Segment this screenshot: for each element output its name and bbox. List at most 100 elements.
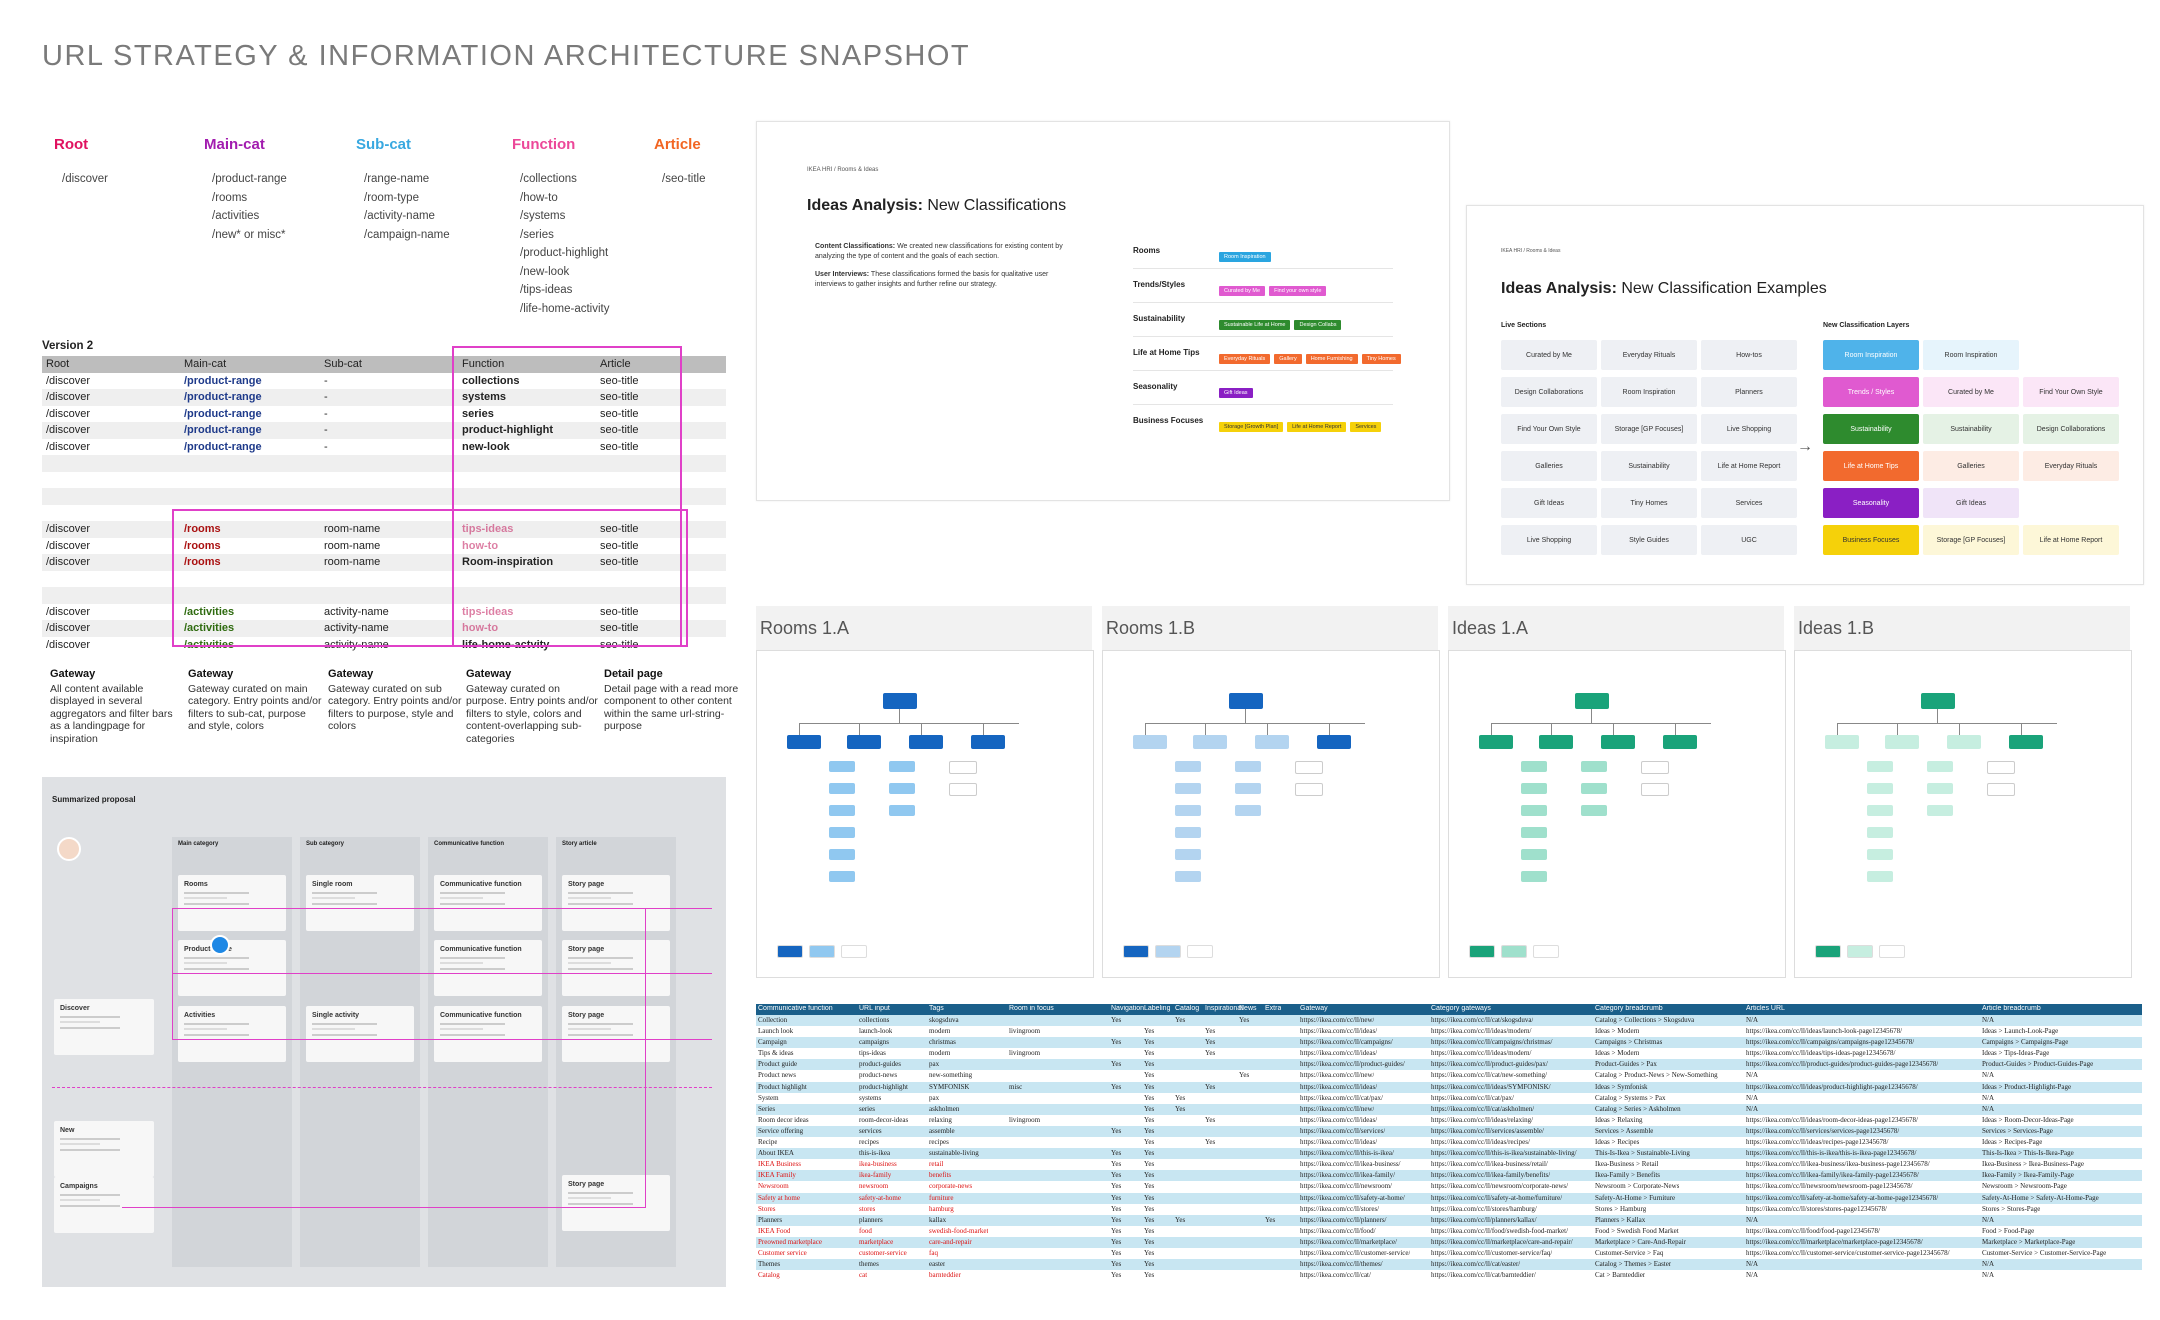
sheet-cell: N/A bbox=[1982, 1215, 1995, 1224]
card-title: Story page bbox=[568, 1181, 605, 1188]
function-card[interactable]: Communicative function bbox=[434, 940, 542, 996]
table-cell: seo-title bbox=[600, 556, 639, 568]
sheet-cell: Services > Services-Page bbox=[1982, 1126, 2053, 1135]
sheet-cell: Room decor ideas bbox=[758, 1115, 809, 1124]
sheet-cell: Customer-Service > Faq bbox=[1595, 1248, 1664, 1257]
slide-breadcrumb: IKEA HRI / Rooms & Ideas bbox=[1501, 248, 1561, 254]
sheet-cell: Product guide bbox=[758, 1060, 798, 1069]
sheet-cell: System bbox=[758, 1093, 779, 1102]
main-category-card[interactable]: Activities bbox=[178, 1006, 286, 1062]
story-card[interactable]: Story page bbox=[562, 940, 670, 996]
sheet-header-cell: URL input bbox=[859, 1005, 890, 1012]
sheet-cell: This-Is-Ikea > This-Is-Ikea-Page bbox=[1982, 1149, 2074, 1158]
sheet-cell: sustainable-living bbox=[929, 1149, 979, 1158]
leaf-node bbox=[1641, 783, 1669, 796]
card-line bbox=[184, 892, 249, 894]
card-line bbox=[60, 1194, 120, 1196]
gateway-title: Gateway bbox=[328, 668, 374, 680]
sheet-cell: Yes bbox=[1144, 1226, 1155, 1235]
table-row: /discover/product-range - collections seo-t… bbox=[42, 373, 726, 390]
table-row bbox=[42, 587, 726, 604]
table-header-cell: Main-cat bbox=[184, 358, 227, 370]
table-cell: room-name bbox=[324, 539, 381, 552]
sheet-cell: Yes bbox=[1111, 1271, 1122, 1280]
sheet-cell: IKEA Family bbox=[758, 1171, 796, 1180]
sheet-row: Product highlight product-highlight SYMFON… bbox=[756, 1081, 2142, 1093]
sheet-cell: https://ikea.com/cc/ll/safety-at-home/ bbox=[1300, 1193, 1405, 1202]
card-title: Communicative function bbox=[440, 946, 522, 953]
sitemap-diagram: Rooms 1.A bbox=[756, 606, 1094, 978]
sheet-cell: Yes bbox=[1205, 1038, 1216, 1047]
sheet-cell: Tips & ideas bbox=[758, 1049, 794, 1058]
sheet-cell: furniture bbox=[929, 1193, 954, 1202]
leaf-node bbox=[1295, 761, 1323, 774]
sheet-cell: https://ikea.com/cc/ll/stores/stores-pag… bbox=[1746, 1204, 1887, 1213]
sheet-cell: https://ikea.com/cc/ll/cat/ bbox=[1300, 1271, 1371, 1280]
root-node bbox=[1921, 693, 1955, 709]
gateway-text: Gateway curated on main category. Entry … bbox=[188, 682, 322, 733]
sheet-cell: Yes bbox=[1205, 1115, 1216, 1124]
sheet-cell: benefits bbox=[929, 1171, 952, 1180]
card-line bbox=[568, 892, 633, 894]
sheet-cell: Yes bbox=[1144, 1104, 1155, 1113]
sheet-cell: https://ikea.com/cc/ll/planners/kallax/ bbox=[1431, 1215, 1537, 1224]
sheet-row: Tips & ideas tips-ideas modern livingroom Ye… bbox=[756, 1048, 2142, 1060]
sheet-header-cell: Article breadcrumb bbox=[1982, 1005, 2041, 1012]
card-line bbox=[184, 1034, 249, 1036]
table-cell: /discover bbox=[46, 407, 91, 420]
sheet-cell: Stores > Stores-Page bbox=[1982, 1204, 2041, 1213]
live-section-tag: Curated by Me bbox=[1501, 340, 1597, 370]
spreadsheet-header: Communicative function URL input Tags Room … bbox=[756, 1004, 2142, 1015]
sheet-cell: hamburg bbox=[929, 1204, 954, 1213]
live-section-tag: Planners bbox=[1701, 377, 1797, 407]
story-card[interactable]: Story page bbox=[562, 1006, 670, 1062]
table-cell: seo-title bbox=[600, 440, 639, 453]
live-section-tag: Tiny Homes bbox=[1601, 488, 1697, 518]
sheet-cell: N/A bbox=[1982, 1071, 1995, 1080]
leaf-node bbox=[1581, 805, 1607, 816]
sheet-cell: https://ikea.com/cc/ll/newsroom/corporat… bbox=[1431, 1182, 1569, 1191]
sub-category-card[interactable]: Single activity bbox=[306, 1006, 414, 1062]
card-title: New bbox=[60, 1127, 75, 1134]
story-card[interactable]: Story page bbox=[562, 875, 670, 931]
sheet-cell: systems bbox=[859, 1093, 882, 1102]
sheet-cell: newsroom bbox=[859, 1182, 889, 1191]
connector bbox=[921, 723, 922, 735]
table-row: /discover/product-range - product-highligh… bbox=[42, 422, 726, 439]
leaf-node bbox=[1235, 783, 1261, 794]
sheet-row: IKEA Food food swedish-food-market Yes Yes ht… bbox=[756, 1225, 2142, 1237]
sub-category-card[interactable]: Single room bbox=[306, 875, 414, 931]
function-card[interactable]: Communicative function bbox=[434, 1006, 542, 1062]
branch-node bbox=[1825, 735, 1859, 749]
live-sections-heading: Live Sections bbox=[1501, 322, 1547, 329]
sheet-cell: customer-service bbox=[859, 1248, 907, 1257]
divider bbox=[1133, 336, 1393, 337]
sheet-cell: Ideas > Symfonisk bbox=[1595, 1082, 1648, 1091]
story-card[interactable]: Story page bbox=[562, 1175, 670, 1231]
sheet-cell: https://ikea.com/cc/ll/food/swedish-food… bbox=[1431, 1226, 1569, 1235]
connector bbox=[1897, 723, 1898, 735]
section-card[interactable]: New bbox=[54, 1121, 154, 1177]
function-card[interactable]: Communicative function bbox=[434, 875, 542, 931]
sheet-cell: food bbox=[859, 1226, 872, 1235]
classification-layer: Sustainability bbox=[1823, 414, 1919, 444]
legend-swatch bbox=[841, 945, 867, 958]
diagram-title: Ideas 1.B bbox=[1798, 618, 1875, 638]
branch-node bbox=[1663, 735, 1697, 749]
sheet-cell: Newsroom > Corporate-News bbox=[1595, 1182, 1680, 1191]
main-category-card[interactable]: Rooms bbox=[178, 875, 286, 931]
root-node bbox=[1575, 693, 1609, 709]
main-category-card[interactable]: Product-range bbox=[178, 940, 286, 996]
table-cell: /product-range bbox=[184, 407, 262, 420]
classification-label: Sustainability bbox=[1133, 314, 1186, 323]
legend-swatch bbox=[809, 945, 835, 958]
legend-swatch bbox=[777, 945, 803, 958]
sheet-cell: askholmen bbox=[929, 1104, 960, 1113]
card-line bbox=[60, 1016, 120, 1018]
table-header-cell: Function bbox=[462, 358, 505, 370]
section-card[interactable]: Campaigns bbox=[54, 1177, 154, 1233]
table-cell: collections bbox=[462, 374, 520, 387]
sheet-cell: https://ikea.com/cc/ll/ideas/ bbox=[1300, 1115, 1378, 1124]
section-card[interactable]: Discover bbox=[54, 999, 154, 1055]
diagram-title: Ideas 1.A bbox=[1452, 618, 1529, 638]
